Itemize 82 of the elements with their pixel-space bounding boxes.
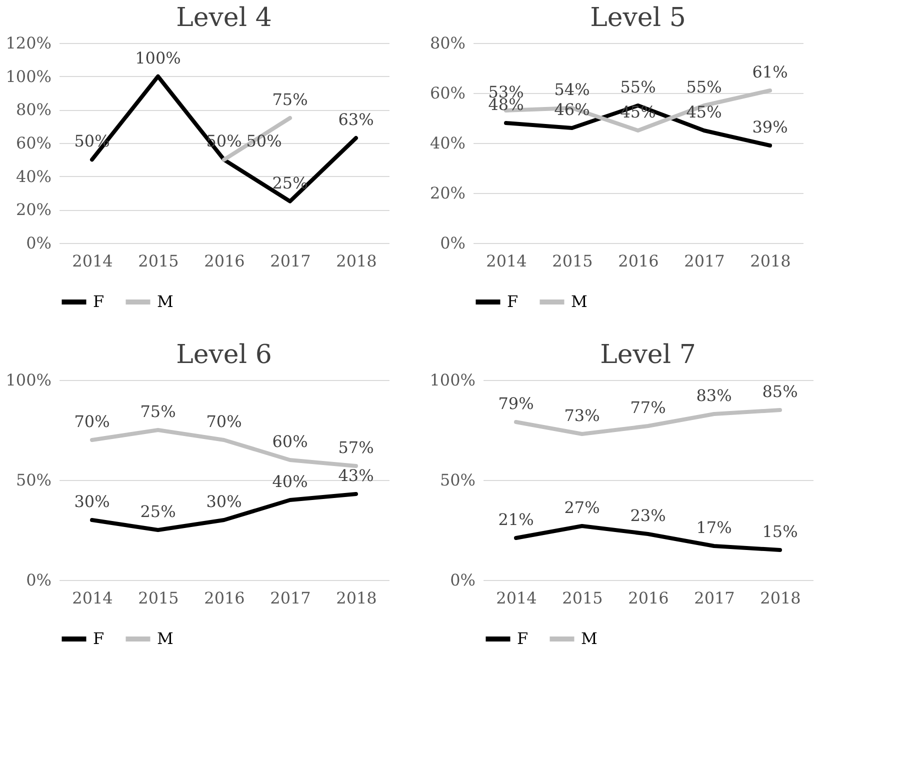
data-label: 75% — [140, 402, 176, 421]
y-tick-label: 40% — [430, 134, 466, 152]
x-tick-label: 2018 — [750, 252, 791, 270]
chart-title: Level 6 — [176, 340, 272, 370]
data-label: 73% — [564, 406, 600, 425]
data-label: 39% — [752, 118, 788, 136]
legend-label: F — [93, 629, 104, 648]
y-tick-label: 60% — [16, 134, 52, 152]
data-label: 100% — [135, 48, 181, 68]
y-tick-label: 20% — [430, 184, 466, 202]
y-tick-label: 20% — [16, 200, 52, 220]
data-label: 57% — [338, 438, 374, 457]
y-tick-label: 40% — [16, 166, 52, 186]
x-tick-label: 2018 — [336, 588, 377, 608]
legend-label: F — [93, 292, 104, 311]
y-tick-label: 0% — [26, 234, 52, 252]
data-label: 46% — [554, 100, 590, 119]
data-label: 50% — [246, 132, 282, 151]
x-tick-label: 2016 — [204, 588, 245, 608]
data-label: 79% — [498, 394, 534, 413]
y-tick-label: 50% — [16, 470, 52, 490]
x-tick-label: 2015 — [562, 588, 603, 608]
y-tick-label: 80% — [430, 34, 466, 52]
data-label: 25% — [140, 502, 176, 521]
data-label: 45% — [686, 102, 722, 122]
data-label: 30% — [74, 492, 110, 511]
legend-label: M — [581, 629, 598, 648]
x-tick-label: 2014 — [486, 252, 527, 270]
x-tick-label: 2017 — [694, 588, 735, 608]
data-label: 17% — [696, 518, 732, 537]
x-tick-label: 2014 — [72, 588, 113, 608]
x-tick-label: 2015 — [138, 588, 179, 608]
data-label: 85% — [762, 382, 798, 401]
data-label: 60% — [272, 432, 308, 451]
y-tick-label: 60% — [430, 84, 466, 102]
data-label: 70% — [74, 412, 110, 431]
y-tick-label: 100% — [6, 66, 52, 86]
legend-label: F — [507, 292, 518, 311]
chart-title: Level 5 — [590, 3, 686, 33]
y-tick-label: 80% — [16, 100, 52, 120]
x-tick-label: 2014 — [72, 252, 113, 270]
data-label: 30% — [206, 492, 242, 511]
data-label: 40% — [272, 472, 308, 491]
y-tick-label: 0% — [440, 234, 466, 252]
y-tick-label: 0% — [26, 570, 52, 590]
chart-title: Level 4 — [176, 3, 272, 33]
data-label: 55% — [620, 78, 656, 96]
legend-label: M — [571, 292, 588, 311]
data-label: 75% — [272, 90, 308, 109]
y-tick-label: 0% — [450, 570, 476, 590]
y-tick-label: 100% — [6, 370, 52, 390]
data-label: 61% — [752, 62, 788, 82]
data-label: 77% — [630, 398, 666, 417]
legend-label: M — [157, 629, 174, 648]
data-label: 83% — [696, 386, 732, 405]
x-tick-label: 2017 — [684, 252, 725, 270]
x-tick-label: 2015 — [138, 252, 179, 270]
x-tick-label: 2017 — [270, 252, 311, 270]
y-tick-label: 100% — [430, 370, 476, 390]
data-label: 55% — [686, 78, 722, 96]
y-tick-label: 120% — [6, 34, 52, 52]
data-label: 70% — [206, 412, 242, 431]
x-tick-label: 2016 — [618, 252, 659, 270]
data-label: 21% — [498, 510, 534, 529]
x-tick-label: 2016 — [628, 588, 669, 608]
y-tick-label: 50% — [440, 470, 476, 490]
data-label: 54% — [554, 80, 590, 99]
legend-label: F — [517, 629, 528, 648]
data-label: 25% — [272, 173, 308, 192]
x-tick-label: 2014 — [496, 588, 537, 608]
x-tick-label: 2018 — [336, 252, 377, 270]
data-label: 23% — [630, 506, 666, 525]
legend-label: M — [157, 292, 174, 311]
data-label: 43% — [338, 466, 374, 485]
data-label: 63% — [338, 110, 374, 129]
x-tick-label: 2017 — [270, 588, 311, 608]
x-tick-label: 2016 — [204, 252, 245, 270]
x-tick-label: 2015 — [552, 252, 593, 270]
data-label: 15% — [762, 522, 798, 541]
x-tick-label: 2018 — [760, 588, 801, 608]
chart-title: Level 7 — [600, 340, 696, 370]
data-label: 27% — [564, 498, 600, 517]
